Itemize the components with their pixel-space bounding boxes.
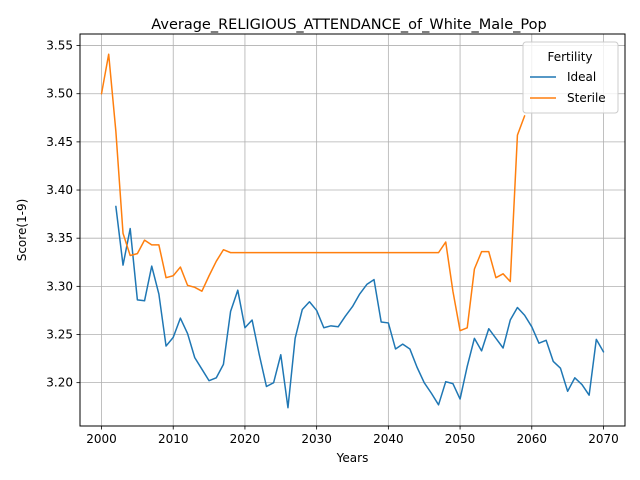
- y-tick-label: 3.45: [46, 135, 73, 149]
- legend-title: Fertility: [547, 50, 592, 64]
- x-tick-label: 2060: [517, 432, 548, 446]
- legend: Fertility Ideal Sterile: [522, 41, 619, 114]
- x-axis: 2000 2010 2020 2030 2040 2050 2060 2070: [86, 426, 619, 446]
- plot-frame: [79, 33, 626, 427]
- y-tick-label: 3.35: [46, 231, 73, 245]
- series-line-ideal: [115, 205, 605, 409]
- x-axis-label: Years: [336, 451, 369, 465]
- legend-label-sterile: Sterile: [567, 91, 606, 105]
- y-tick-label: 3.50: [46, 87, 73, 101]
- series-layer: [100, 53, 605, 409]
- y-tick-label: 3.25: [46, 328, 73, 342]
- x-tick-label: 2040: [373, 432, 404, 446]
- y-tick-label: 3.20: [46, 376, 73, 390]
- series-line-sterile: [100, 53, 526, 332]
- y-axis: 3.20 3.25 3.30 3.35 3.40 3.45 3.50 3.55: [46, 39, 80, 390]
- x-tick-label: 2050: [445, 432, 476, 446]
- y-axis-label: Score(1-9): [15, 199, 29, 262]
- x-tick-label: 2070: [588, 432, 619, 446]
- x-tick-label: 2000: [86, 432, 117, 446]
- x-tick-label: 2030: [301, 432, 332, 446]
- legend-box: [522, 41, 619, 114]
- y-tick-label: 3.30: [46, 279, 73, 293]
- x-tick-label: 2020: [230, 432, 261, 446]
- x-tick-label: 2010: [158, 432, 189, 446]
- y-tick-label: 3.40: [46, 183, 73, 197]
- legend-label-ideal: Ideal: [567, 70, 596, 84]
- chart-title: Average_RELIGIOUS_ATTENDANCE_of_White_Ma…: [151, 17, 546, 33]
- y-tick-label: 3.55: [46, 39, 73, 53]
